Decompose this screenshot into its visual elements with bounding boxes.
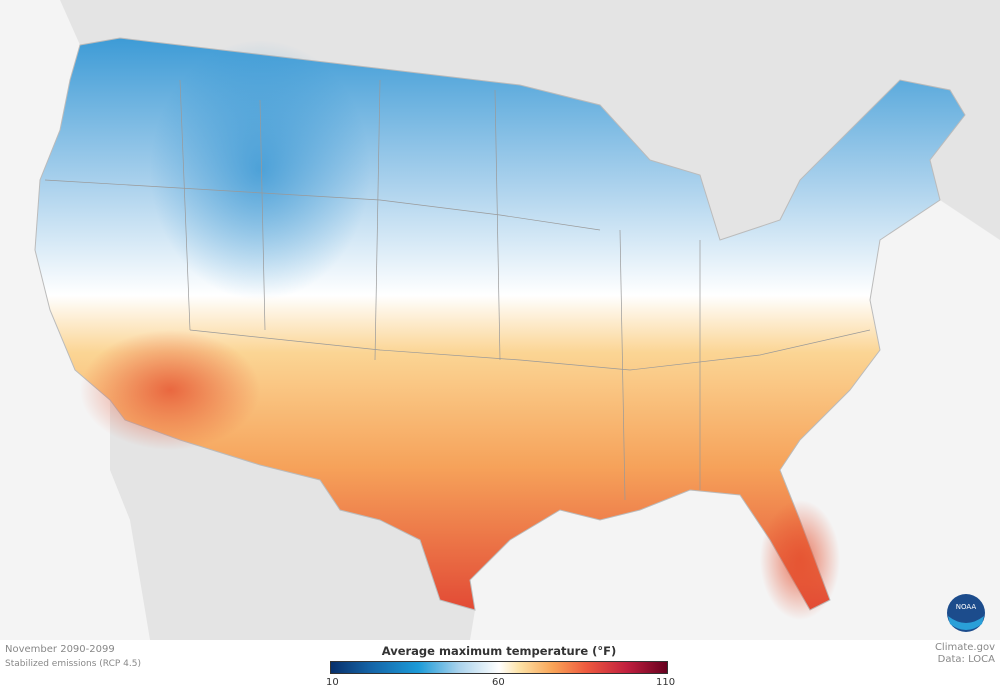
- legend-color-bar: [330, 661, 668, 674]
- southwest-hot-region: [80, 330, 260, 450]
- legend-mid-label: 60: [492, 677, 505, 688]
- legend-min-label: 10: [326, 677, 339, 688]
- scenario-label: Stabilized emissions (RCP 4.5): [5, 659, 141, 669]
- temperature-map: NOAA: [0, 0, 1000, 640]
- state-borders: [44, 79, 871, 501]
- credit-link[interactable]: Climate.gov: [934, 642, 995, 653]
- legend-title: Average maximum temperature (°F): [381, 644, 617, 658]
- svg-text:NOAA: NOAA: [956, 603, 977, 611]
- data-source-label: Data: LOCA: [937, 654, 995, 665]
- map-caption: November 2090-2099 Stabilized emissions …: [5, 642, 141, 672]
- legend-max-label: 110: [656, 677, 676, 688]
- rockies-cold-region: [150, 40, 370, 300]
- map-credits: Climate.gov Data: LOCA: [935, 642, 995, 666]
- period-label: November 2090-2099: [5, 644, 115, 655]
- mexico-land: [110, 400, 475, 640]
- canada-land: [0, 0, 1000, 240]
- noaa-logo: NOAA: [947, 594, 985, 632]
- florida-hot-region: [760, 500, 840, 620]
